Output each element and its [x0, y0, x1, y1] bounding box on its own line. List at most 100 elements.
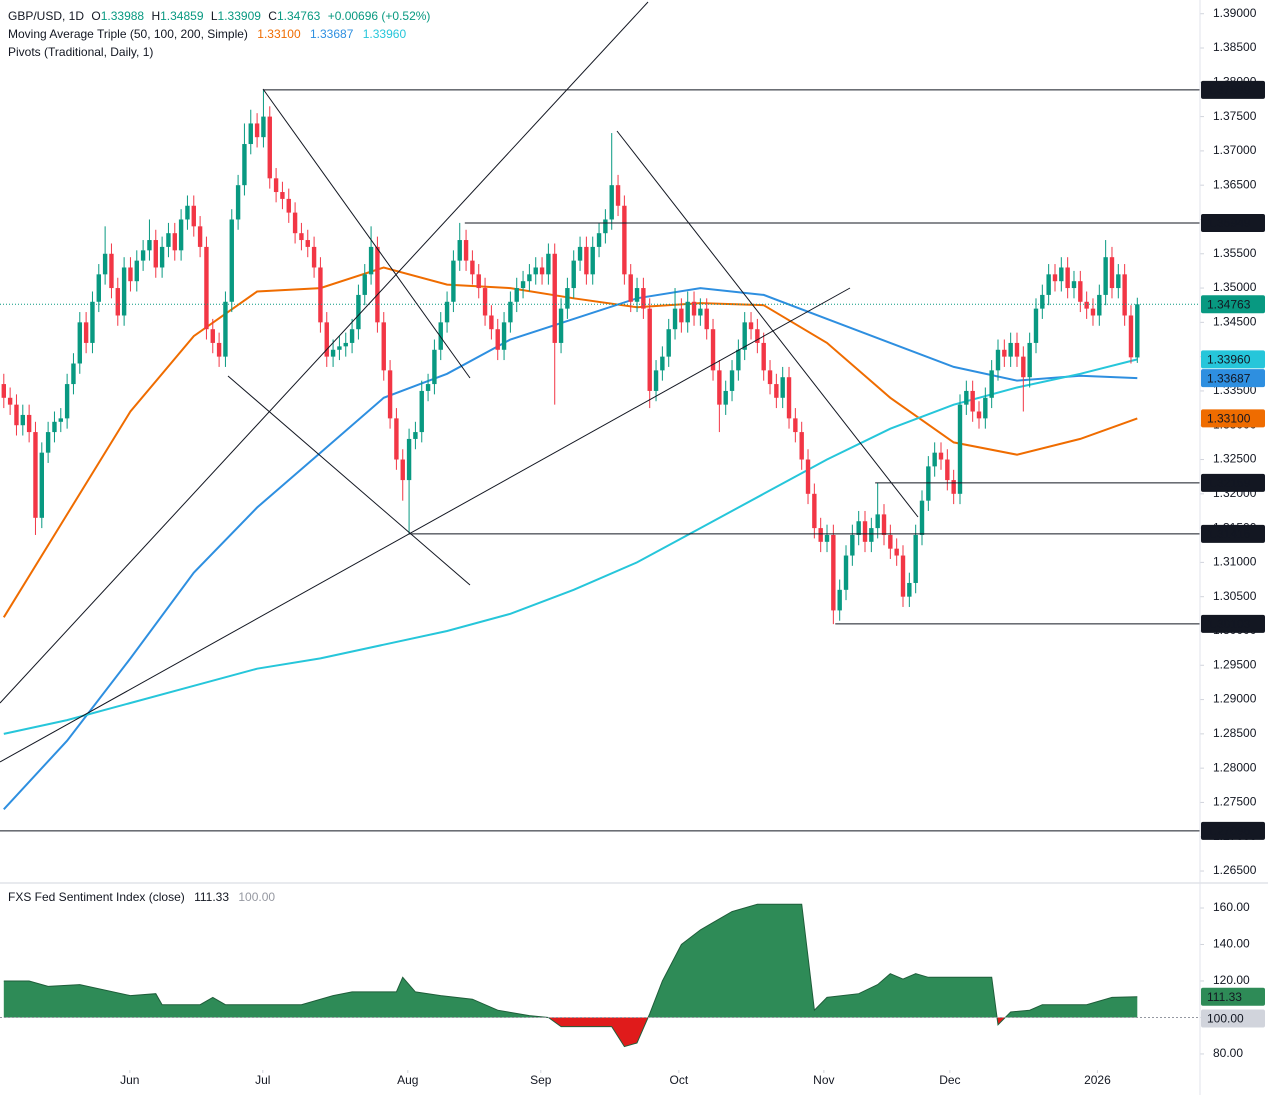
y-tick-label: 1.27500 [1213, 795, 1257, 809]
candle-body [913, 534, 918, 583]
legend-ma: Moving Average Triple (50, 100, 200, Sim… [8, 27, 406, 41]
candle-body [1109, 257, 1115, 289]
trend-line [616, 130, 919, 518]
x-tick-label: Aug [397, 1073, 418, 1087]
y-tick-label: 1.34500 [1213, 315, 1257, 329]
y-tick-label: 80.00 [1213, 1046, 1243, 1060]
candle-body [470, 260, 475, 275]
ohlc-key: L [211, 9, 218, 23]
candle-body [413, 432, 418, 439]
candle-body [596, 233, 602, 247]
candle-body [869, 528, 874, 542]
candle-body [837, 589, 842, 611]
y-tick-label: 1.29000 [1213, 692, 1257, 706]
candle-body [242, 144, 247, 186]
candle-body [793, 418, 798, 433]
candle-body [90, 301, 95, 343]
candle-body [324, 322, 329, 357]
y-tick-label: 1.29500 [1213, 657, 1257, 671]
candle-body [850, 534, 855, 556]
y-tick-label: 1.26500 [1213, 863, 1257, 877]
ma-label-box [1201, 409, 1265, 428]
candle-body [172, 233, 177, 251]
candle-body [159, 246, 165, 268]
candle-body [109, 253, 114, 289]
ohlc-key: O [91, 9, 100, 23]
candle-body [45, 432, 51, 453]
candle-body [489, 315, 494, 330]
candle-body [1090, 308, 1096, 316]
candle-body [964, 390, 969, 405]
candle-body [672, 308, 678, 330]
candle-body [356, 294, 361, 330]
candle-body [1014, 342, 1020, 357]
ma-label: 1.33960 [1207, 353, 1251, 367]
candle-body [166, 233, 171, 247]
candle-body [641, 288, 646, 309]
x-tick-label: Dec [939, 1073, 960, 1087]
candle-body [767, 370, 773, 385]
candle-body [679, 308, 684, 323]
symbol: GBP/USD, 1D [8, 9, 84, 23]
candle-body [799, 432, 804, 460]
change: +0.00696 (+0.52%) [328, 9, 431, 23]
candle-body [1065, 267, 1070, 289]
candle-body [647, 308, 652, 391]
candle-body [223, 301, 228, 357]
candle-body [134, 260, 139, 282]
candle-body [368, 246, 374, 275]
y-tick-label: 1.37000 [1213, 143, 1257, 157]
candle-body [622, 205, 627, 275]
legend-pivots: Pivots (Traditional, Daily, 1) [8, 45, 153, 59]
candle-body [362, 274, 367, 295]
ma-label: 1.33687 [1207, 371, 1251, 385]
y-tick-label: 1.31000 [1213, 555, 1257, 569]
candle-body [197, 226, 203, 247]
candle-body [558, 308, 564, 343]
pivot-label-box [1201, 80, 1265, 99]
candle-body [514, 288, 519, 302]
candle-body [888, 534, 893, 549]
candle-body [704, 308, 709, 330]
candle-body [919, 500, 925, 535]
candle-body [1059, 267, 1064, 282]
candle-body [128, 267, 133, 282]
candle-body [938, 452, 944, 460]
candle-body [444, 301, 450, 323]
y-tick-label: 1.38500 [1213, 40, 1257, 54]
indicator-line [3, 903, 1138, 1048]
candle-body [343, 342, 348, 347]
x-tick-label: Sep [530, 1073, 552, 1087]
y-tick-label: 1.28000 [1213, 760, 1257, 774]
candle-body [1097, 294, 1102, 316]
y-tick-label: 1.36500 [1213, 177, 1257, 191]
candle-body [565, 288, 570, 309]
trend-line [0, 287, 851, 763]
pivot-label-box [1201, 213, 1265, 232]
candle-body [267, 116, 272, 179]
y-tick-label: 1.35500 [1213, 246, 1257, 260]
candle-body [1084, 301, 1089, 309]
candle-body [52, 421, 57, 433]
candle-body [210, 329, 215, 343]
candle-body [33, 432, 38, 518]
candle-body [1103, 257, 1108, 295]
candle-body [102, 253, 108, 275]
candle-body [191, 205, 196, 227]
trend-line [227, 375, 471, 586]
candle-body [748, 322, 754, 330]
candle-body [26, 414, 32, 433]
candle-body [216, 342, 222, 357]
candle-body [755, 329, 760, 343]
baseline-label-box [1201, 1009, 1265, 1028]
candle-body [1021, 356, 1026, 378]
candle-body [425, 384, 431, 391]
ohlc-value: 1.33988 [101, 9, 145, 23]
candle-body [229, 219, 234, 302]
y-tick-label: 140.00 [1213, 937, 1250, 951]
pivot-label-box [1201, 821, 1265, 840]
candle-body [71, 363, 76, 385]
candle-body [780, 377, 785, 398]
indicator-baseline: 100.00 [238, 890, 275, 904]
